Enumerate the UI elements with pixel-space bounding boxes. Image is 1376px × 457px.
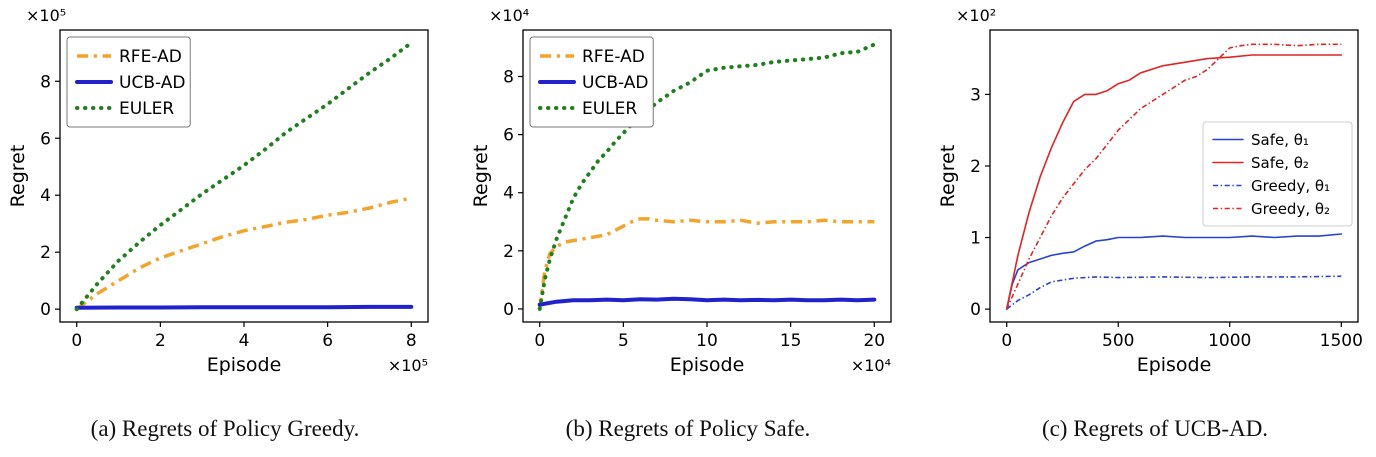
x-tick-label: 5 (618, 331, 629, 351)
y-offset-label: ×10⁵ (26, 6, 66, 25)
series-ucb-ad (537, 296, 877, 307)
y-tick-label: 8 (503, 67, 514, 87)
caption-a: (a) Regrets of Policy Greedy. (90, 416, 360, 441)
series-greedy- (1005, 43, 1342, 310)
axes-frame (59, 29, 429, 323)
x-tick-label: 20 (863, 331, 885, 351)
legend-label: Greedy, θ₁ (1251, 177, 1330, 195)
x-tick-label: 1500 (1320, 331, 1363, 351)
y-tick-label: 0 (40, 300, 51, 320)
series-rfe-ad (75, 196, 412, 311)
series-euler (74, 40, 414, 312)
x-offset-label: ×10⁵ (388, 356, 428, 375)
y-tick-label: 2 (40, 243, 51, 263)
caption-c: (c) Regrets of UCB-AD. (1041, 416, 1269, 441)
axes-frame (522, 29, 892, 323)
y-axis-label: Regret (938, 145, 959, 208)
y-tick-label: 2 (503, 242, 514, 262)
y-offset-label: ×10⁴ (489, 6, 529, 25)
chart-policy-safe: 0 5 10 15 20 0 2 4 6 8 Episode Regret ×10⁴ ×10⁴ RFE-AD… (471, 6, 892, 376)
x-axis-label: Episode (1137, 354, 1212, 376)
x-axis-label: Episode (207, 354, 282, 376)
x-tick-label: 1000 (1208, 331, 1251, 351)
legend-label: UCB-AD (582, 73, 648, 93)
y-tick-label: 0 (503, 300, 514, 320)
y-tick-label: 2 (970, 157, 981, 177)
x-tick-label: 2 (155, 331, 166, 351)
x-tick-label: 500 (1102, 331, 1134, 351)
chart-policy-greedy: 0 2 4 6 8 0 2 4 6 8 Episode Regret ×10⁵ ×10⁵ RFE-AD UCB… (8, 6, 429, 376)
x-axis-label: Episode (670, 354, 745, 376)
y-tick-label: 4 (503, 184, 514, 204)
legend-label: Safe, θ₂ (1251, 154, 1309, 172)
chart-ucb-ad: 0 500 1000 1500 0 1 2 3 Episode Regret ×10² Safe, θ… (938, 6, 1363, 376)
legend-box (66, 36, 191, 128)
y-tick-label: 3 (970, 85, 981, 105)
x-tick-label: 0 (1001, 331, 1012, 351)
series-safe- (1005, 54, 1343, 310)
legend-label: RFE-AD (119, 47, 182, 67)
legend-label: Safe, θ₁ (1251, 131, 1309, 149)
y-tick-label: 0 (970, 300, 981, 320)
y-axis-label: Regret (471, 145, 492, 208)
x-tick-label: 8 (406, 331, 417, 351)
legend-label: Greedy, θ₂ (1251, 200, 1330, 218)
x-offset-label: ×10⁴ (851, 356, 891, 375)
legend-label: UCB-AD (119, 73, 185, 93)
x-tick-label: 15 (780, 331, 802, 351)
y-tick-label: 6 (40, 129, 51, 149)
legend-box (529, 36, 654, 128)
x-tick-label: 0 (71, 331, 82, 351)
series-safe- (1005, 233, 1343, 310)
legend-label: EULER (582, 99, 637, 119)
x-tick-label: 0 (534, 331, 545, 351)
legend-label: EULER (119, 99, 174, 119)
caption-b: (b) Regrets of Policy Safe. (565, 416, 811, 441)
x-tick-label: 10 (696, 331, 718, 351)
x-tick-label: 4 (239, 331, 250, 351)
y-offset-label: ×10² (956, 6, 996, 25)
x-tick-label: 6 (322, 331, 333, 351)
y-tick-label: 1 (970, 229, 981, 249)
y-tick-label: 6 (503, 126, 514, 146)
axes-frame (989, 29, 1359, 323)
y-tick-label: 8 (40, 72, 51, 92)
y-axis-label: Regret (8, 145, 29, 208)
series-euler (537, 42, 877, 311)
legend-box (1202, 121, 1353, 227)
y-tick-label: 4 (40, 186, 51, 206)
series-ucb-ad (74, 304, 414, 310)
series-greedy- (1006, 275, 1342, 310)
series-rfe-ad (537, 217, 875, 310)
legend-label: RFE-AD (582, 47, 645, 67)
